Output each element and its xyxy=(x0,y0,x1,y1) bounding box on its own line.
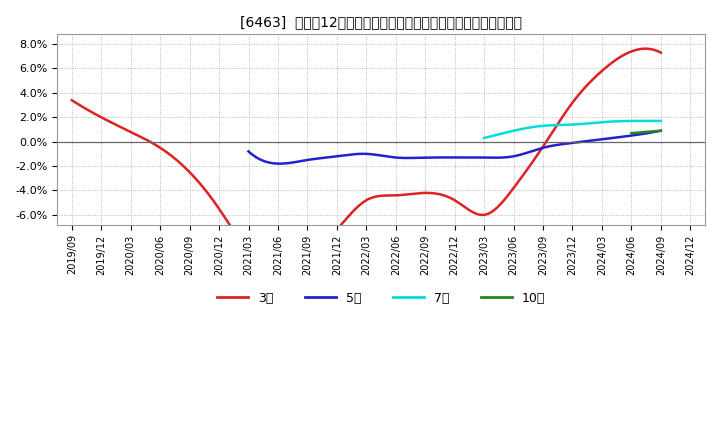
Title: [6463]  売上高12か月移動合計の対前年同期増減率の平均値の推移: [6463] 売上高12か月移動合計の対前年同期増減率の平均値の推移 xyxy=(240,15,522,29)
Legend: 3年, 5年, 7年, 10年: 3年, 5年, 7年, 10年 xyxy=(212,287,550,310)
